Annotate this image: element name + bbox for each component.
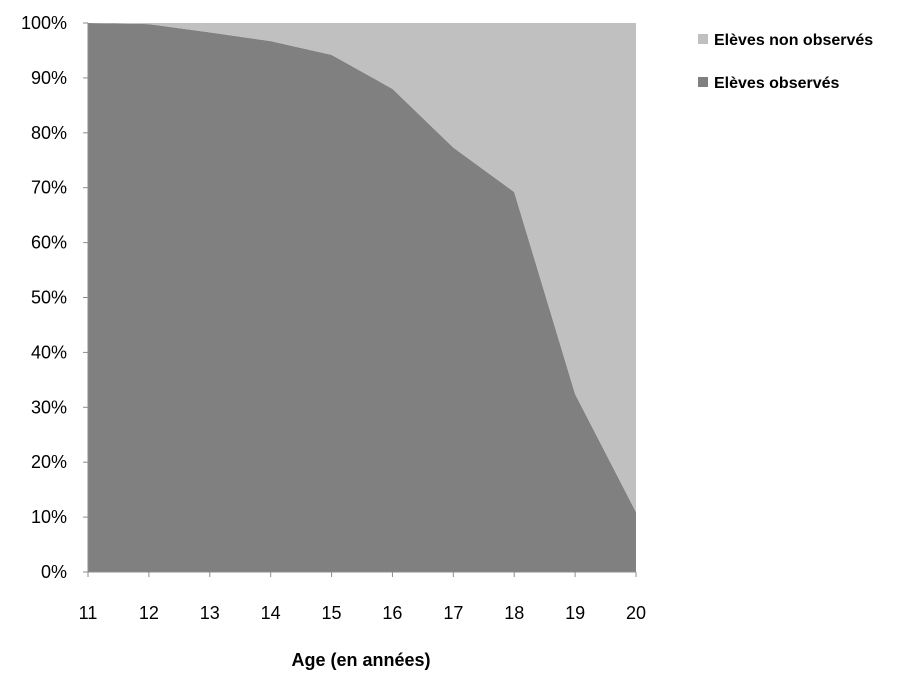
x-tick-label: 19 — [565, 603, 585, 623]
y-tick-label: 0% — [41, 562, 67, 582]
y-tick-label: 60% — [31, 233, 67, 253]
y-tick-label: 40% — [31, 342, 67, 362]
areas-layer — [88, 23, 636, 572]
x-tick-label: 17 — [443, 603, 463, 623]
y-tick-label: 70% — [31, 178, 67, 198]
legend-swatch-unobserved — [698, 34, 708, 44]
legend-swatch-observed — [698, 77, 708, 87]
x-tick-label: 12 — [139, 603, 159, 623]
y-tick-label: 20% — [31, 452, 67, 472]
legend-label-unobserved: Elèves non observés — [714, 32, 873, 49]
area-series-unobserved — [88, 23, 636, 513]
x-tick-label: 13 — [200, 603, 220, 623]
x-tick-label: 16 — [382, 603, 402, 623]
x-tick-label: 14 — [261, 603, 281, 623]
x-axis-title: Age (en années) — [291, 650, 430, 670]
y-tick-label: 30% — [31, 397, 67, 417]
legend: Elèves non observés Elèves observés — [698, 32, 873, 92]
x-tick-label: 15 — [322, 603, 342, 623]
legend-label-observed: Elèves observés — [714, 75, 840, 92]
x-tick-label: 11 — [79, 603, 98, 623]
x-tick-label: 18 — [504, 603, 524, 623]
y-tick-label: 10% — [31, 507, 67, 527]
y-tick-label: 90% — [31, 68, 67, 88]
y-tick-label: 80% — [31, 123, 67, 143]
area-series-observed — [88, 23, 636, 572]
y-tick-label: 100% — [21, 13, 67, 33]
x-tick-label: 20 — [626, 603, 646, 623]
ticks-layer: 0% 10% 20% 30% 40% 50% 60% 70% 80% 90% 100% 11 12 13 1… — [21, 13, 646, 623]
y-tick-label: 50% — [31, 288, 67, 308]
